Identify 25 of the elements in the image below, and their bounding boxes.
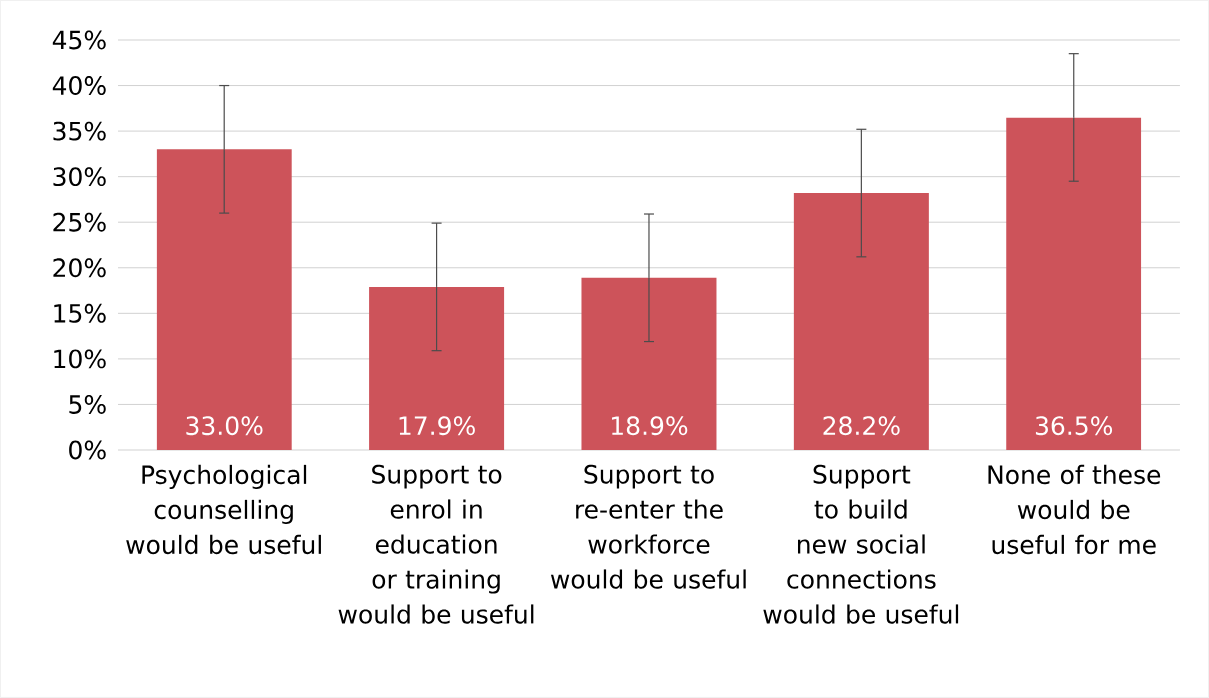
bar xyxy=(369,286,505,450)
data-label: 33.0% xyxy=(186,416,263,436)
x-tick-label: Psychological counselling would be useful xyxy=(126,464,321,555)
y-tick-label: 30% xyxy=(53,167,106,187)
data-label: 17.9% xyxy=(399,416,475,436)
y-tick-label: 20% xyxy=(53,258,106,278)
bar xyxy=(581,277,717,450)
x-tick-label: None of these would be useful for me xyxy=(988,464,1161,555)
data-label: 18.9% xyxy=(612,416,688,436)
x-tick-label: Support to build new social connections would be useful xyxy=(763,464,959,624)
y-tick-label: 0% xyxy=(69,440,106,460)
x-tick-label: Support to enrol in education or training would be useful xyxy=(338,464,534,624)
bar xyxy=(156,149,292,450)
bar xyxy=(1006,117,1142,450)
y-tick-label: 10% xyxy=(54,349,106,369)
data-label: 28.2% xyxy=(823,416,900,436)
data-label: 36.5% xyxy=(1035,416,1113,436)
bar xyxy=(793,193,929,450)
y-tick-label: 5% xyxy=(69,394,106,414)
y-tick-label: 15% xyxy=(54,303,106,323)
y-tick-label: 40% xyxy=(52,76,106,96)
x-tick-label: Support to re-enter the workforce would be useful xyxy=(550,464,746,589)
y-tick-label: 45% xyxy=(52,30,106,50)
y-tick-label: 25% xyxy=(53,212,106,232)
y-tick-label: 35% xyxy=(53,121,106,141)
